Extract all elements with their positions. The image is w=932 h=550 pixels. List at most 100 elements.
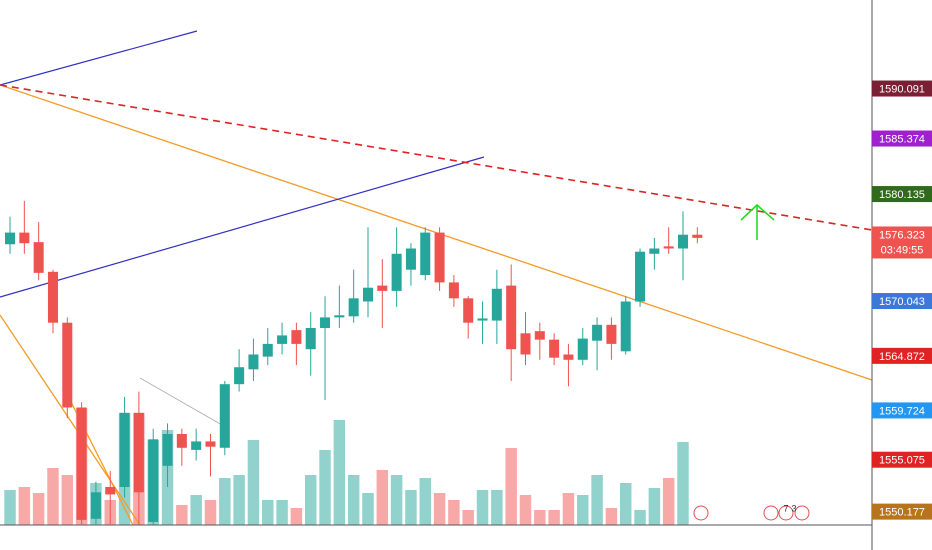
candle-body <box>592 324 603 341</box>
axes: 1590.0911585.3741580.1351575.0321570.043… <box>872 80 932 520</box>
last-price-text: 1576.323 <box>879 229 925 241</box>
volume-bar <box>176 505 188 525</box>
level-label-text: 1559.724 <box>879 405 925 417</box>
candle-body <box>90 492 101 519</box>
last-price-bg <box>872 226 932 259</box>
volume-bar <box>333 420 346 525</box>
candle-body <box>305 327 316 350</box>
volume-bar <box>219 478 231 525</box>
level-label-text: 1555.075 <box>879 455 925 467</box>
volume-bar <box>47 468 59 525</box>
volume-bar <box>204 500 217 525</box>
volume-bar <box>190 495 202 525</box>
candle-body <box>620 301 631 352</box>
candle-body <box>391 253 402 291</box>
event-flag <box>794 505 810 521</box>
level-label-text: 1585.374 <box>879 133 925 145</box>
candle-body <box>191 441 202 450</box>
trend-line <box>0 156 485 298</box>
volume-bar <box>619 483 632 525</box>
candle-body <box>105 486 116 495</box>
level-label: 1559.724 <box>872 402 932 419</box>
level-label-bg <box>872 347 932 364</box>
candle-body <box>606 324 617 344</box>
volume-bar <box>18 487 31 525</box>
volume-bar <box>32 493 45 525</box>
candle-body <box>405 248 416 270</box>
candle-body <box>491 288 502 321</box>
trend-line <box>0 84 873 381</box>
volume-bar <box>319 450 331 525</box>
volume-bar <box>262 500 274 525</box>
volume-bar <box>233 475 245 525</box>
candle-body <box>320 317 331 328</box>
candle-body <box>377 285 388 291</box>
candle-body <box>148 439 159 522</box>
candle-body <box>19 232 30 244</box>
candle-body <box>434 232 445 283</box>
volume-bar <box>405 490 417 525</box>
level-label: 1564.872 <box>872 347 932 364</box>
volume-bar <box>476 490 489 525</box>
candle-body <box>248 354 259 370</box>
level-label: 1570.043 <box>872 293 932 310</box>
candle-body <box>76 407 87 520</box>
volume-bar <box>634 510 646 525</box>
event-flag <box>763 505 779 521</box>
level-label-bg <box>872 130 932 147</box>
volume-bar <box>4 490 16 525</box>
event-flag <box>778 505 794 521</box>
countdown-text: 03:49:55 <box>881 244 924 256</box>
candle-body <box>463 298 474 323</box>
candle-body <box>520 333 531 355</box>
volume-bar <box>605 508 618 525</box>
level-label: 1585.374 <box>872 130 932 147</box>
volume-bar <box>276 500 288 525</box>
level-label-bg <box>872 80 932 97</box>
trend-line <box>0 314 141 526</box>
candle-body <box>677 234 689 249</box>
volume-bar <box>304 475 317 525</box>
level-label-text: 1570.043 <box>879 296 925 308</box>
candle-body <box>47 271 58 323</box>
candle-body <box>506 285 517 350</box>
volume-bar <box>591 475 603 525</box>
volume-bar <box>448 500 460 525</box>
level-label-text: 1550.177 <box>879 507 925 519</box>
event-label: 7 <box>783 503 788 513</box>
volume-bar <box>433 493 446 525</box>
level-label-text: 1590.091 <box>879 83 925 95</box>
last-price-label: 1576.323 03:49:55 <box>872 226 932 259</box>
candle-body <box>348 298 359 317</box>
candle-body <box>119 412 130 487</box>
volume-bar <box>419 478 431 525</box>
event-label: 3 <box>791 503 796 513</box>
arrow <box>740 203 775 240</box>
candle-body <box>477 318 488 321</box>
candle-body <box>577 338 588 360</box>
candle-body <box>234 367 245 385</box>
trend-line <box>0 84 873 231</box>
candle-body <box>448 282 459 299</box>
events: 7 3 <box>693 503 810 521</box>
level-label-bg <box>872 402 932 419</box>
volume-bar <box>247 440 260 525</box>
candle-body <box>420 232 431 275</box>
level-label: 1580.135 <box>872 186 932 203</box>
candle-body <box>663 246 674 249</box>
volume-bar <box>347 475 360 525</box>
candle-body <box>277 335 288 344</box>
volume-bar <box>61 475 74 525</box>
candle-body <box>362 287 373 302</box>
candle-body <box>262 343 273 357</box>
level-label-text: 1564.872 <box>879 351 925 363</box>
volume-bar <box>491 490 503 525</box>
candle-body <box>162 433 173 466</box>
level-label-bg <box>872 503 932 520</box>
candles <box>5 200 703 525</box>
drawings <box>0 30 873 526</box>
level-label-bg <box>872 451 932 468</box>
volume-bar <box>662 478 675 525</box>
volume-bar <box>462 510 474 525</box>
